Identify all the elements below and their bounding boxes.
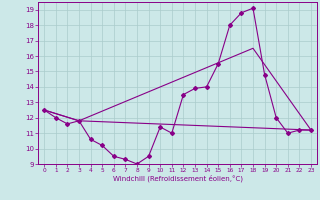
X-axis label: Windchill (Refroidissement éolien,°C): Windchill (Refroidissement éolien,°C)	[113, 175, 243, 182]
